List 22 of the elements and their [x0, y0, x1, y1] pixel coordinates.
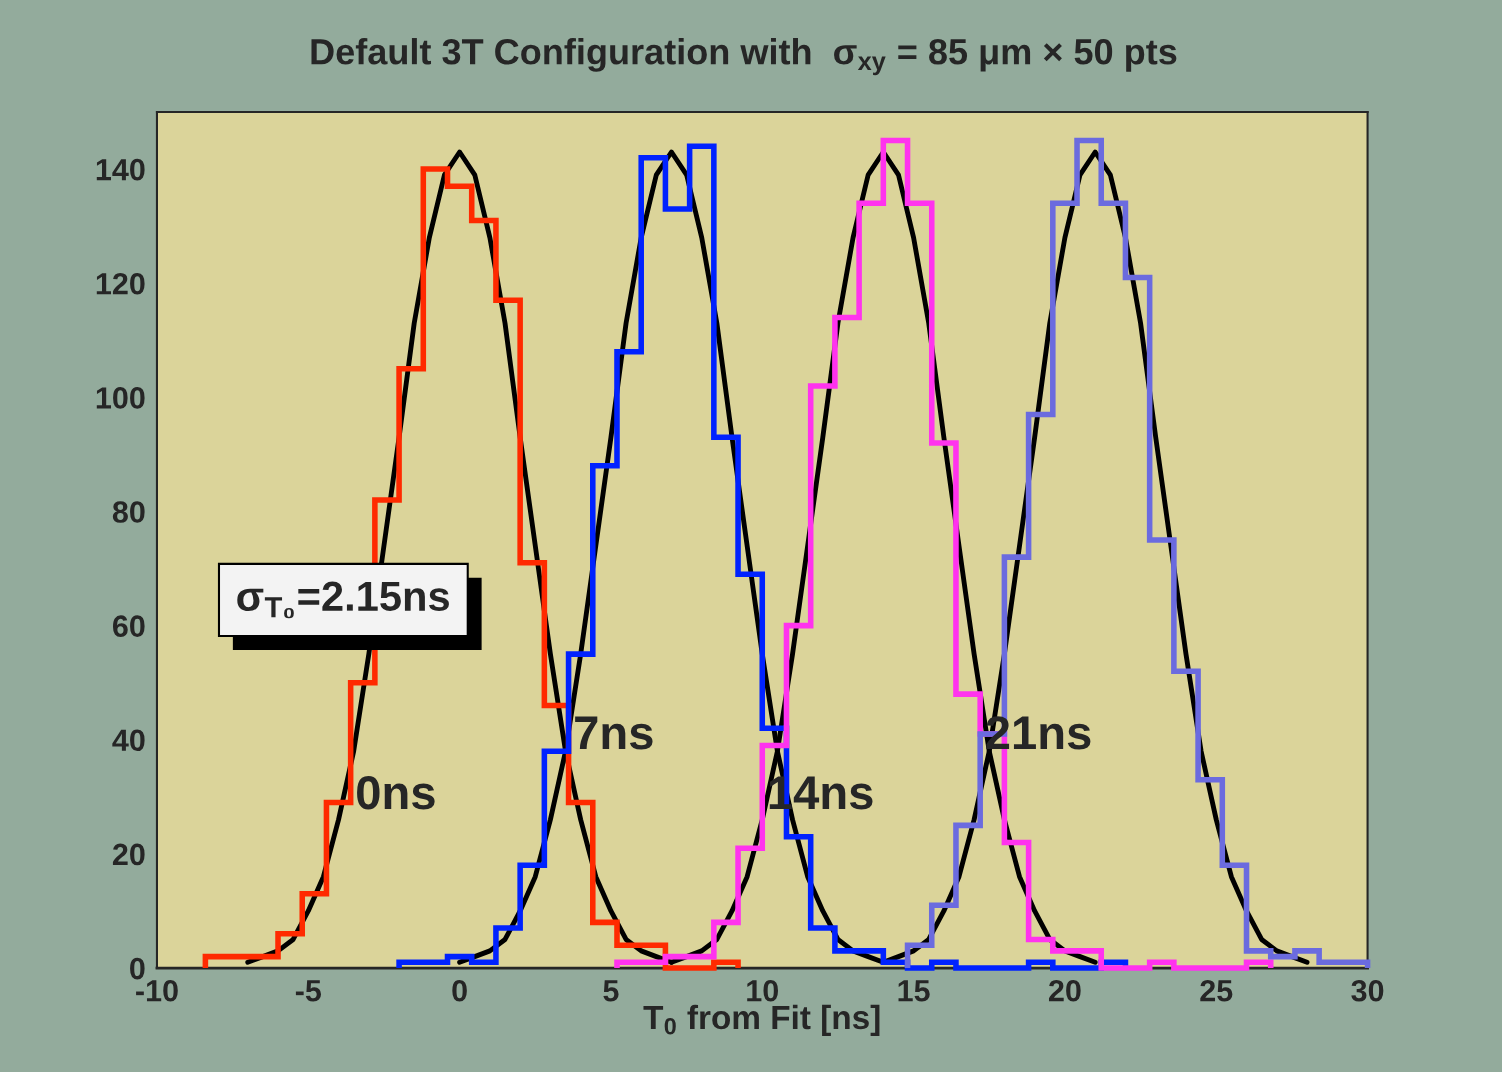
- x-tick-label: 20: [1048, 979, 1081, 1002]
- x-tick-label: -10: [136, 979, 178, 1002]
- y-tick-label: 120: [96, 272, 145, 295]
- annotation: σ$_{T₀}$=2.15ns: [237, 581, 449, 619]
- y-tick-label: 20: [112, 843, 145, 866]
- x-tick-label: 10: [747, 979, 779, 1002]
- x-axis-title: T$_{0}$ from Fit [ns]: [643, 1004, 880, 1036]
- x-tick-label: 25: [1200, 979, 1233, 1002]
- x-tick-label: 0: [452, 979, 467, 1002]
- x-tick-label: 5: [603, 980, 619, 1002]
- chart-title: Default 3T Configuration with σ$_{xy}$ = 85 μm × 50 pts: [311, 38, 1177, 76]
- y-tick-label: 60: [112, 615, 145, 637]
- series-label: 0ns: [357, 776, 435, 810]
- y-tick-label: 80: [112, 501, 145, 523]
- y-tick-label: 40: [112, 729, 145, 752]
- y-tick-label: 0: [130, 957, 145, 980]
- x-tick-label: 30: [1351, 979, 1384, 1002]
- x-tick-label: 15: [898, 980, 930, 1002]
- y-tick-label: 140: [96, 158, 145, 181]
- x-tick-label: -5: [295, 980, 322, 1002]
- series-label: 7ns: [575, 716, 653, 750]
- y-tick-label: 100: [96, 387, 145, 409]
